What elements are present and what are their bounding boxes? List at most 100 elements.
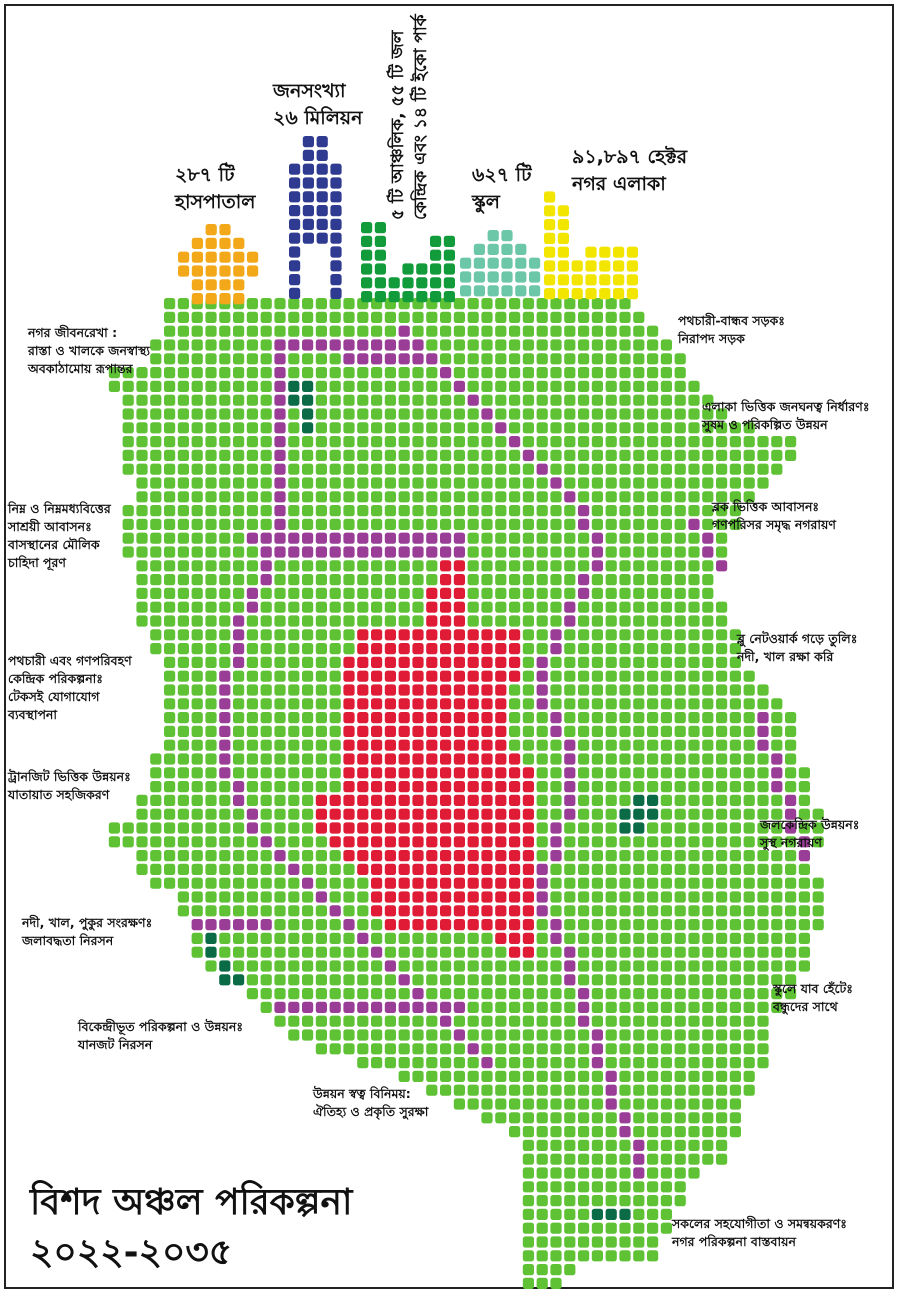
land-dot bbox=[426, 449, 438, 461]
land-dot bbox=[729, 974, 741, 986]
land-dot bbox=[619, 449, 631, 461]
land-dot bbox=[757, 919, 769, 931]
land-dot bbox=[122, 449, 134, 461]
land-dot bbox=[191, 643, 203, 655]
land-dot bbox=[108, 380, 120, 392]
land-dot bbox=[467, 518, 479, 530]
land-dot bbox=[757, 698, 769, 710]
land-dot bbox=[233, 684, 245, 696]
label-line: ব্লু নেটওয়ার্ক গড়ে তুলিঃ bbox=[737, 631, 858, 646]
land-dot bbox=[757, 960, 769, 972]
land-dot bbox=[274, 822, 286, 834]
core-dot bbox=[509, 905, 521, 917]
land-dot bbox=[357, 380, 369, 392]
park-dot bbox=[374, 291, 386, 303]
land-dot bbox=[550, 560, 562, 572]
land-dot bbox=[536, 1167, 548, 1179]
land-dot bbox=[578, 1167, 590, 1179]
land-dot bbox=[522, 1084, 534, 1096]
land-dot bbox=[578, 960, 590, 972]
land-dot bbox=[647, 946, 659, 958]
land-dot bbox=[384, 574, 396, 586]
core-dot bbox=[495, 698, 507, 710]
land-dot bbox=[191, 436, 203, 448]
land-dot bbox=[191, 518, 203, 530]
land-dot bbox=[329, 739, 341, 751]
land-dot bbox=[591, 587, 603, 599]
land-dot bbox=[564, 1195, 576, 1207]
land-dot bbox=[716, 1015, 728, 1027]
land-dot bbox=[688, 877, 700, 889]
land-dot bbox=[453, 932, 465, 944]
land-dot bbox=[550, 325, 562, 337]
land-dot bbox=[619, 781, 631, 793]
land-dot bbox=[591, 794, 603, 806]
land-dot bbox=[550, 408, 562, 420]
land-dot bbox=[205, 905, 217, 917]
land-dot bbox=[219, 863, 231, 875]
land-dot bbox=[288, 725, 300, 737]
area-dot bbox=[585, 260, 597, 272]
land-dot bbox=[329, 298, 341, 310]
core-dot bbox=[398, 919, 410, 931]
park-dot bbox=[361, 235, 373, 247]
land-dot bbox=[191, 325, 203, 337]
land-dot bbox=[495, 353, 507, 365]
land-dot bbox=[702, 394, 714, 406]
core-dot bbox=[384, 850, 396, 862]
land-dot bbox=[619, 1029, 631, 1041]
land-dot bbox=[177, 532, 189, 544]
land-dot bbox=[688, 1139, 700, 1151]
land-dot bbox=[757, 946, 769, 958]
core-dot bbox=[481, 808, 493, 820]
land-dot bbox=[302, 932, 314, 944]
land-dot bbox=[771, 808, 783, 820]
land-dot bbox=[426, 1057, 438, 1069]
core-dot bbox=[412, 670, 424, 682]
land-dot bbox=[647, 518, 659, 530]
land-dot bbox=[522, 1139, 534, 1151]
label-line: জলাবদ্ধতা নিরসন bbox=[22, 933, 114, 948]
core-dot bbox=[412, 684, 424, 696]
land-dot bbox=[274, 988, 286, 1000]
land-dot bbox=[702, 932, 714, 944]
core-dot bbox=[398, 712, 410, 724]
land-dot bbox=[550, 367, 562, 379]
land-dot bbox=[578, 325, 590, 337]
core-dot bbox=[453, 712, 465, 724]
land-dot bbox=[453, 974, 465, 986]
land-dot bbox=[205, 767, 217, 779]
land-dot bbox=[260, 587, 272, 599]
land-dot bbox=[384, 1029, 396, 1041]
land-dot bbox=[578, 753, 590, 765]
land-dot bbox=[550, 946, 562, 958]
land-dot bbox=[412, 491, 424, 503]
land-dot bbox=[136, 794, 148, 806]
area-dot bbox=[626, 260, 638, 272]
land-dot bbox=[550, 988, 562, 1000]
land-dot bbox=[164, 877, 176, 889]
land-dot bbox=[619, 587, 631, 599]
core-dot bbox=[453, 877, 465, 889]
core-dot bbox=[453, 850, 465, 862]
core-dot bbox=[509, 891, 521, 903]
land-dot bbox=[219, 560, 231, 572]
label-line: কেন্দ্রিক পরিকল্পনাঃ bbox=[8, 671, 103, 686]
core-dot bbox=[495, 891, 507, 903]
land-dot bbox=[177, 684, 189, 696]
land-dot bbox=[495, 574, 507, 586]
land-dot bbox=[177, 794, 189, 806]
school-label: স্কুল bbox=[472, 191, 500, 213]
land-dot bbox=[177, 670, 189, 682]
land-dot bbox=[426, 1043, 438, 1055]
land-dot bbox=[426, 1029, 438, 1041]
land-dot bbox=[522, 1195, 534, 1207]
area-dot bbox=[544, 274, 556, 286]
land-dot bbox=[177, 753, 189, 765]
land-dot bbox=[233, 311, 245, 323]
road-dot bbox=[757, 725, 769, 737]
land-dot bbox=[660, 436, 672, 448]
land-dot bbox=[660, 656, 672, 668]
land-dot bbox=[136, 463, 148, 475]
core-dot bbox=[371, 670, 383, 682]
